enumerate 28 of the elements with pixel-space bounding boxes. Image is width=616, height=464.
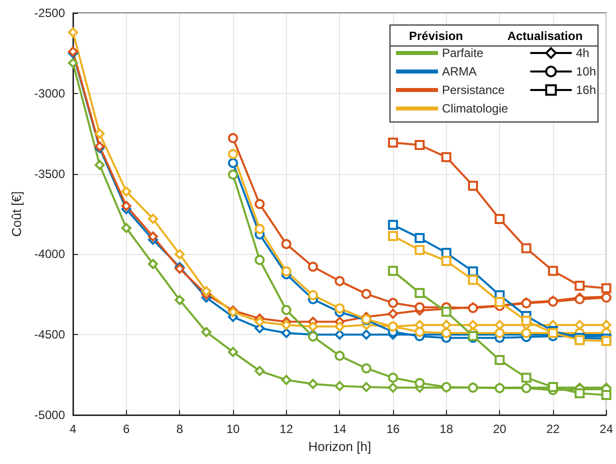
y-tick-label: -4000: [34, 247, 66, 262]
legend-title: Prévision: [408, 29, 464, 43]
y-tick-label: -2500: [34, 6, 66, 20]
y-tick-label: -4500: [34, 328, 66, 342]
x-tick-label: 22: [546, 422, 560, 436]
x-tick-label: 10: [226, 422, 240, 436]
legend-label: Parfaite: [442, 46, 484, 60]
x-tick-label: 20: [492, 422, 507, 436]
legend-label: 16h: [576, 83, 596, 97]
x-tick-label: 18: [440, 422, 454, 436]
annotation: Actualisation: [507, 29, 583, 43]
y-axis-title: Coût [€]: [9, 191, 24, 237]
legend-label: Climatologie: [442, 102, 508, 116]
legend-label: 10h: [576, 64, 596, 78]
y-tick-label: -5000: [34, 408, 66, 422]
x-tick-label: 24: [600, 422, 614, 436]
legend-label: 4h: [576, 46, 590, 60]
y-tick-label: -3500: [34, 166, 66, 181]
x-tick-label: 6: [122, 422, 130, 436]
legend-label: ARMA: [442, 64, 477, 78]
legend-label: Persistance: [442, 83, 506, 97]
x-tick-label: 16: [386, 422, 400, 436]
x-tick-label: 4: [70, 422, 77, 436]
y-tick-label: -3000: [34, 86, 66, 100]
x-tick-label: 8: [176, 422, 184, 436]
x-axis-title: Horizon [h]: [308, 438, 372, 454]
x-tick-label: 14: [332, 422, 347, 436]
x-tick-label: 12: [280, 422, 294, 436]
